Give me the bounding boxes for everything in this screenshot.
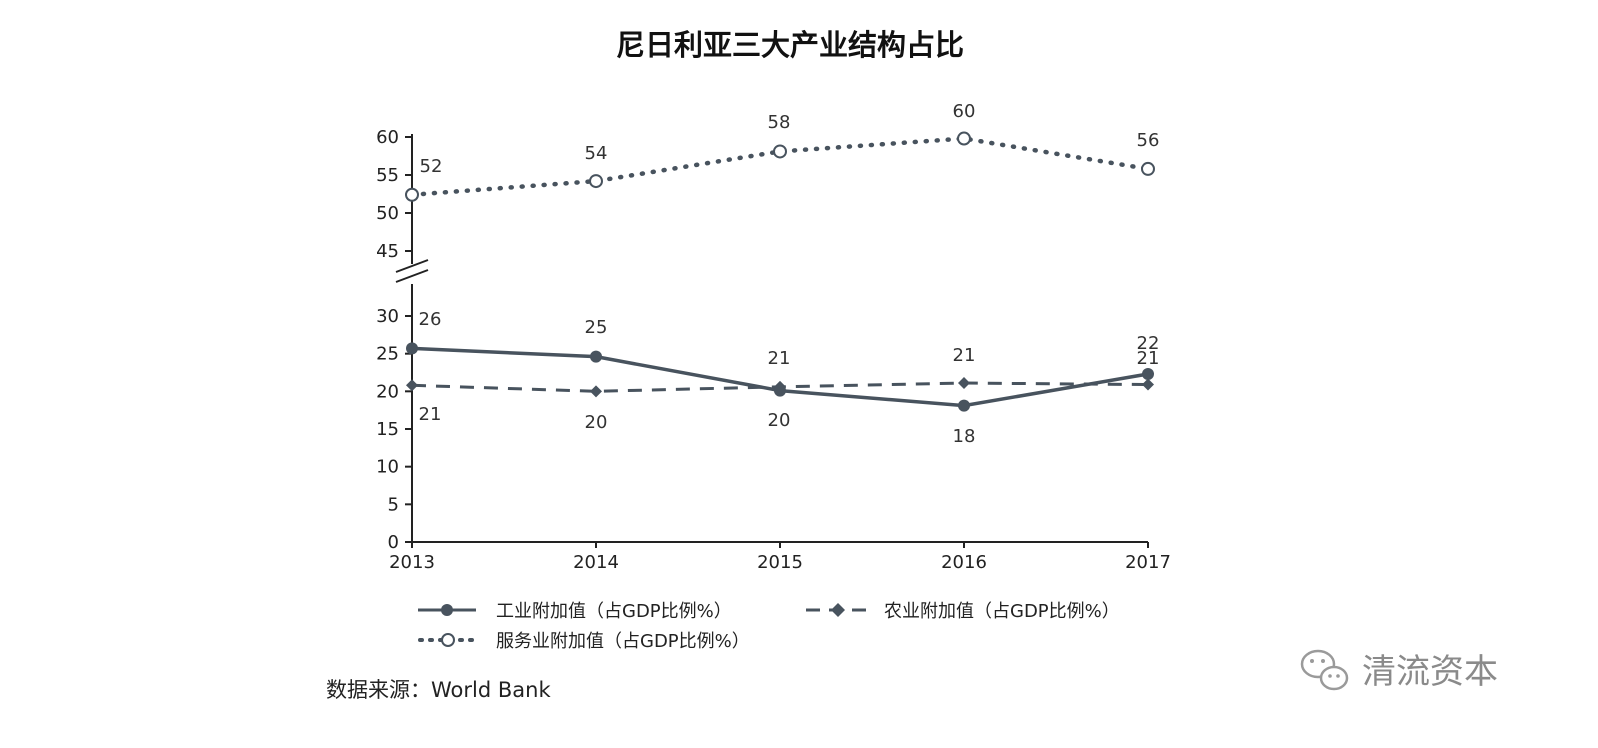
data-point-industry [958,399,970,412]
data-point-industry [1142,368,1154,381]
y-tick-label: 30 [376,306,399,327]
y-tick-label: 25 [376,344,399,365]
watermark-text: 清流资本 [1362,652,1498,692]
axis-break-mark [395,259,429,283]
y-tick-label: 50 [376,203,399,224]
data-label-services: 60 [953,101,976,122]
data-point-services [1141,161,1155,176]
legend-marker-services [441,633,455,647]
data-label-agriculture: 21 [1137,348,1160,369]
data-label-industry: 20 [768,410,791,431]
data-point-agriculture [1142,378,1154,391]
data-source: 数据来源：World Bank [326,678,551,702]
watermark: 清流资本 [1300,649,1498,692]
data-label-services: 56 [1137,130,1160,151]
y-tick-label: 60 [376,127,399,148]
data-label-agriculture: 20 [585,412,608,433]
data-point-industry [590,350,602,363]
x-tick-label: 2013 [389,552,435,573]
data-label-agriculture: 21 [419,404,442,425]
y-tick-label: 0 [388,532,399,553]
data-point-industry [406,342,418,355]
data-label-agriculture: 21 [768,348,791,369]
x-tick-label: 2017 [1125,552,1171,573]
chart-title: 尼日利亚三大产业结构占比 [616,28,964,62]
legend-label-services: 服务业附加值（占GDP比例%） [496,631,750,652]
data-point-agriculture [590,385,602,398]
series-services [405,131,1155,202]
series-industry [406,342,1154,412]
y-tick-label: 55 [376,165,399,186]
data-label-industry: 26 [419,309,442,330]
x-tick-label: 2015 [757,552,803,573]
data-label-industry: 22 [1137,333,1160,354]
y-tick-label: 5 [388,494,399,515]
data-point-agriculture [958,377,970,390]
y-tick-label: 15 [376,419,399,440]
x-axis: 2013 2014 2015 2016 2017 [389,541,1171,573]
x-tick-label: 2016 [941,552,987,573]
wechat-icon [1300,649,1349,691]
data-point-services [589,174,603,189]
data-point-services [773,144,787,159]
legend-label-industry: 工业附加值（占GDP比例%） [496,601,732,622]
data-label-services: 54 [585,143,608,164]
legend-marker-industry [441,604,453,616]
data-label-services: 58 [768,112,791,133]
data-label-services: 52 [420,156,443,177]
x-ticks: 2013 2014 2015 2016 2017 [389,542,1171,573]
y-tick-label: 45 [376,241,399,262]
legend-item-industry: 工业附加值（占GDP比例%） [418,601,732,622]
series-layer [405,131,1155,412]
legend-marker-agriculture [831,603,845,617]
series-line-services [409,136,1151,198]
data-label-industry: 18 [953,426,976,447]
y-tick-label: 10 [376,457,399,478]
legend-label-agriculture: 农业附加值（占GDP比例%） [884,601,1120,622]
data-point-services [405,187,419,202]
data-point-services [957,131,971,146]
data-label-agriculture: 21 [953,345,976,366]
y-ticks: 0 5 10 15 20 25 30 45 50 55 60 [376,127,412,553]
data-point-agriculture [406,379,418,392]
data-label-industry: 25 [585,317,608,338]
legend-item-agriculture: 农业附加值（占GDP比例%） [806,601,1120,622]
y-axis: 0 5 10 15 20 25 30 45 50 55 60 [376,127,429,553]
x-tick-label: 2014 [573,552,619,573]
data-point-industry [774,384,786,397]
legend: 工业附加值（占GDP比例%） 农业附加值（占GDP比例%） 服务业附加值（占GD… [418,601,1120,652]
legend-item-services: 服务业附加值（占GDP比例%） [418,631,750,652]
y-tick-label: 20 [376,381,399,402]
